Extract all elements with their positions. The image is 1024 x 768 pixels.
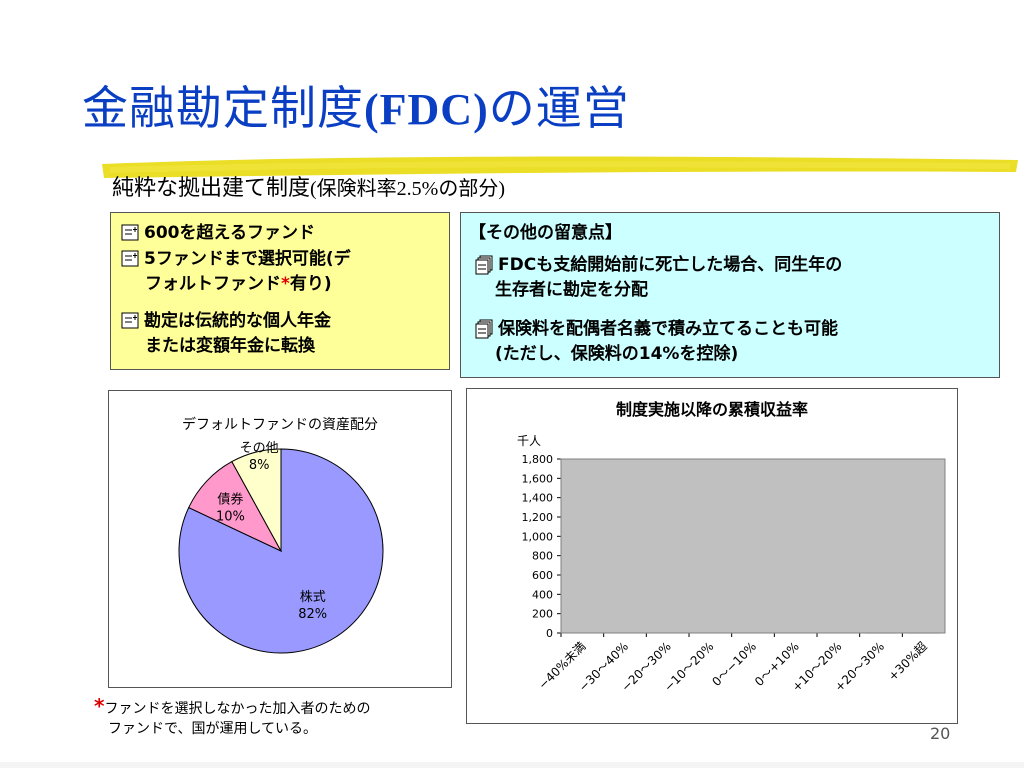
- slice-value-label: 82%: [298, 607, 327, 622]
- title-acronym: (FDC): [364, 85, 489, 134]
- footnote-star: *: [281, 274, 290, 294]
- slice-label: その他: [240, 441, 279, 456]
- y-tick-labels: 0 200 400 600 800 1,000 1,200 1,400 1,600 1,800: [522, 453, 554, 640]
- bullet-text: 有り): [289, 274, 332, 294]
- slice-value-label: 8%: [249, 458, 270, 473]
- y-axis-label: 千人: [517, 434, 541, 448]
- footnote-line-2: ファンドで、国が運用している。: [108, 721, 318, 737]
- y-tick-label: 1,200: [522, 511, 554, 524]
- footnote-text: ファンドを選択しなかった加入者のための: [104, 701, 371, 717]
- bullet-continuation: または変額年金に転換: [145, 336, 315, 356]
- footnote-star: *: [94, 694, 105, 718]
- other-notes-box: 【その他の留意点】 FDCも支給開始前に死亡した場合、同生年の 生存者に勘定を分…: [460, 212, 1000, 378]
- chart-title: 制度実施以降の累積収益率: [616, 400, 808, 419]
- y-tick-label: 1,600: [522, 472, 554, 485]
- footnote-line-1: *ファンドを選択しなかった加入者のための: [94, 694, 370, 718]
- y-tick-label: 600: [532, 569, 553, 582]
- x-tick-label: +30%超: [885, 639, 930, 684]
- bullet-continuation: フォルトファンド*有り): [121, 272, 351, 297]
- document-stack-icon: [475, 319, 493, 339]
- y-tick-label: 1,000: [522, 530, 554, 543]
- list-item: 600を超えるファンド: [121, 221, 315, 246]
- slide-subtitle: 純粋な拠出建て制度(保険料率2.5%の部分): [112, 170, 505, 202]
- pie-chart: デフォルトファンドの資産配分 株式 82% 債券 10% その他 8%: [178, 416, 384, 654]
- highlighter-stroke: [102, 156, 1018, 178]
- y-tick-label: 1,800: [522, 453, 554, 466]
- pie-slice: [231, 448, 282, 552]
- y-tick-label: 400: [532, 588, 553, 601]
- title-prefix: 金融勘定制度: [82, 81, 364, 135]
- slice-value-label: 10%: [216, 510, 245, 525]
- slice-label: 株式: [300, 590, 326, 605]
- bullet-text: 勘定は伝統的な個人年金: [144, 311, 331, 331]
- x-tick-label: 0～−10%: [709, 639, 759, 689]
- bullet-text: FDCも支給開始前に死亡した場合、同生年の: [498, 255, 843, 275]
- pie-chart-panel: デフォルトファンドの資産配分 株式 82% 債券 10% その他 8%: [108, 390, 452, 688]
- bullet-text: 600を超えるファンド: [144, 223, 315, 243]
- slide-title: 金融勘定制度(FDC)の運営: [82, 72, 630, 138]
- bottom-bar: [0, 762, 1024, 768]
- y-tick-label: 1,400: [522, 492, 554, 505]
- y-tick-label: 800: [532, 550, 553, 563]
- bar-chart-panel: 制度実施以降の累積収益率 千人 0 200 400 600 800 1,000 1,200 1…: [466, 388, 958, 724]
- document-plus-icon: [121, 224, 139, 241]
- bullet-continuation: 生存者に勘定を分配: [495, 280, 648, 300]
- chart-title: デフォルトファンドの資産配分: [182, 416, 378, 433]
- bullet-continuation: (ただし、保険料の14%を控除): [495, 344, 739, 364]
- list-item: 保険料を配偶者名義で積み立てることも可能 (ただし、保険料の14%を控除): [475, 317, 838, 367]
- x-tick-labels: −40%未満−30～40%−20～30%−10～20%0～−10%0～+10%+…: [536, 632, 945, 694]
- bar-chart: 制度実施以降の累積収益率 千人 0 200 400 600 800 1,000 1,200 1…: [517, 400, 946, 694]
- subtitle-note: (保険料率2.5%の部分): [310, 178, 505, 200]
- document-plus-icon: [121, 250, 139, 267]
- footnote: *ファンドを選択しなかった加入者のための ファンドで、国が運用している。: [94, 694, 370, 738]
- bullet-text: フォルトファンド: [145, 274, 281, 294]
- y-tick-label: 0: [546, 627, 553, 640]
- slice-label: 債券: [217, 492, 243, 508]
- page-number: 20: [930, 724, 951, 743]
- fdc-features-box: 600を超えるファンド 5ファンドまで選択可能(デ フォルトファンド*有り) 勘…: [110, 212, 450, 370]
- list-item: FDCも支給開始前に死亡した場合、同生年の 生存者に勘定を分配: [475, 253, 842, 303]
- list-item: 5ファンドまで選択可能(デ フォルトファンド*有り): [121, 247, 351, 297]
- list-item: 勘定は伝統的な個人年金 または変額年金に転換: [121, 309, 331, 359]
- title-suffix: の運営: [488, 81, 630, 135]
- box-heading: 【その他の留意点】: [469, 223, 622, 243]
- bullet-text: 保険料を配偶者名義で積み立てることも可能: [498, 319, 838, 339]
- pie-slices: [178, 448, 384, 654]
- document-plus-icon: [121, 312, 139, 329]
- bullet-text: 5ファンドまで選択可能(デ: [144, 249, 351, 269]
- pie-labels: 株式 82% 債券 10% その他 8%: [216, 441, 327, 622]
- subtitle-main: 純粋な拠出建て制度: [112, 176, 311, 201]
- document-stack-icon: [475, 255, 493, 275]
- y-tick-label: 200: [532, 608, 553, 621]
- plot-background: [560, 458, 946, 634]
